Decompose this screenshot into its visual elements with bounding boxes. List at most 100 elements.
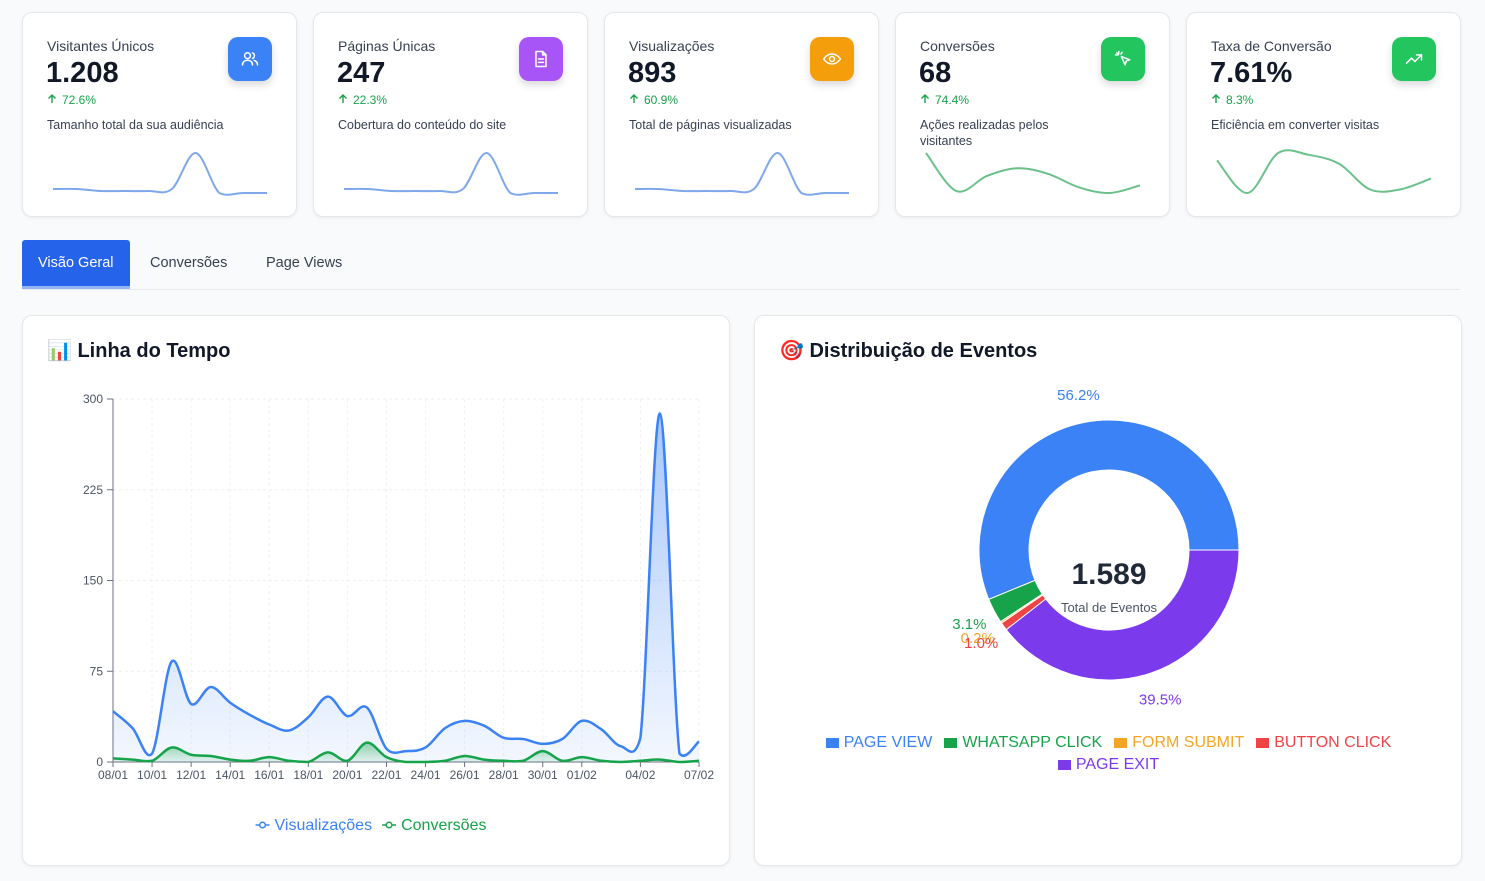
x-tick-label: 16/01: [254, 768, 284, 782]
timeline-card: 📊 Linha do Tempo 0 75 150 225 300 08/01 10/01 1…: [22, 315, 730, 866]
center-value: 1.589: [1071, 558, 1146, 591]
line: [112, 741, 700, 764]
x-tick-label: 01/02: [567, 768, 597, 782]
arrow-icon: [48, 94, 56, 103]
distribution-card: 🎯 Distribuição de Eventos 56.2% 3.1% 0.2% 1…: [754, 315, 1462, 866]
sparkline: [925, 152, 1141, 195]
kpi-change-value: 72.6%: [62, 93, 97, 107]
kpi-value: 893: [628, 57, 677, 89]
area: [113, 413, 699, 762]
icon: [535, 50, 547, 68]
x-tick-label: 24/01: [411, 768, 441, 782]
x-tick-label: 08/01: [98, 768, 128, 782]
kpi-change: 22.3%: [338, 93, 387, 107]
donut-chart: 56.2% 3.1%0.2%1.0% 39.5% 1.589 Total de Even…: [952, 387, 1240, 708]
x-tick-label: 12/01: [176, 768, 206, 782]
kpi-description: Tamanho total da sua audiência: [47, 118, 224, 132]
slice-label: 3.1%: [952, 616, 986, 633]
icon: [822, 53, 842, 65]
sparkline-line: [634, 152, 849, 196]
center-label: Total de Eventos: [1061, 600, 1158, 615]
kpi-change-value: 8.3%: [1226, 93, 1254, 107]
legend-swatch: [825, 738, 839, 748]
area: [113, 742, 699, 762]
x-tick-label: 18/01: [293, 768, 323, 782]
kpi-description: Cobertura do conteúdo do site: [338, 118, 507, 132]
tab-divider: [22, 289, 1460, 290]
x-tick-label: 30/01: [528, 768, 558, 782]
icon: [1114, 50, 1131, 66]
kpi-description: Ações realizadas pelos visitantes: [920, 118, 1049, 148]
legend-marker: [385, 821, 393, 829]
kpi-change: 72.6%: [47, 93, 96, 107]
x-tick-label: 14/01: [215, 768, 245, 782]
donut-slice: [978, 419, 1240, 601]
arrow-icon: [339, 94, 347, 103]
legend-swatch: [1057, 760, 1071, 770]
legend-label: Conversões: [401, 817, 486, 834]
tab[interactable]: Visão Geral: [22, 240, 130, 286]
kpi-description: Eficiência em converter visitas: [1211, 118, 1380, 132]
sparkline-line: [1216, 149, 1432, 194]
x-tick-label: 22/01: [371, 768, 401, 782]
kpi-title: Visitantes Únicos: [47, 38, 155, 54]
slice-label: 1.0%: [964, 635, 998, 652]
icon: [1405, 54, 1423, 64]
x-tick-label: 28/01: [489, 768, 519, 782]
kpi-icon: [228, 37, 272, 81]
kpi-card: Conversões 68 74.4% Ações realizadas pelos …: [895, 12, 1170, 217]
x-tick-label: 20/01: [332, 768, 362, 782]
kpi-value: 1.208: [46, 57, 119, 89]
kpi-icon: [810, 37, 854, 81]
legend-label: WHATSAPP CLICK: [962, 734, 1103, 751]
legend-item: FORM SUBMIT: [1114, 734, 1244, 752]
sparkline: [343, 152, 558, 196]
legend-label: FORM SUBMIT: [1132, 734, 1245, 751]
legend: PAGE VIEW WHATSAPP CLICK FORM SUBMIT BUTTON…: [805, 734, 1412, 774]
legend-item: PAGE EXIT: [1057, 756, 1160, 774]
legend: Visualizações Conversões: [255, 817, 486, 834]
x-tick-label: 04/02: [625, 768, 655, 782]
slice-label: 39.5%: [1139, 691, 1182, 708]
legend-item: WHATSAPP CLICK: [944, 734, 1102, 752]
icon: [241, 52, 259, 66]
kpi-value: 68: [919, 57, 952, 89]
sparkline: [52, 152, 267, 196]
kpi-icon: [1101, 37, 1145, 81]
x-tick-label: 07/02: [684, 768, 714, 782]
x-tick-label: 10/01: [137, 768, 167, 782]
kpi-icon: [1392, 37, 1436, 81]
kpi-change-value: 60.9%: [644, 93, 679, 107]
legend-label: BUTTON CLICK: [1274, 734, 1392, 751]
kpi-card: Visualizações 893 60.9% Total de páginas vi…: [604, 12, 879, 217]
kpi-title: Visualizações: [629, 38, 715, 54]
sparkline: [634, 152, 849, 196]
kpi-title: Páginas Únicas: [338, 38, 436, 54]
tab[interactable]: Page Views: [266, 255, 343, 271]
y-tick-label: 225: [83, 483, 103, 497]
arrow-icon: [1212, 94, 1220, 103]
slice-label: 56.2%: [1057, 387, 1100, 404]
y-tick-label: 150: [83, 574, 103, 588]
kpi-description: Total de páginas visualizadas: [629, 118, 792, 132]
slice-label: 0.2%: [961, 630, 995, 647]
legend-swatch: [944, 738, 958, 748]
kpi-change: 74.4%: [920, 93, 969, 107]
y-tick-label: 75: [90, 664, 104, 678]
kpi-card: Visitantes Únicos 1.208 72.6% Tamanho total…: [22, 12, 297, 217]
kpi-value: 7.61%: [1210, 57, 1293, 89]
kpi-change: 8.3%: [1211, 93, 1253, 107]
legend-label: PAGE EXIT: [1075, 756, 1160, 773]
sparkline-line: [925, 152, 1141, 195]
sparkline-line: [52, 152, 267, 196]
legend-item: BUTTON CLICK: [1256, 734, 1391, 752]
arrow-icon: [630, 94, 638, 103]
tab[interactable]: Conversões: [150, 255, 228, 271]
card-title: 🎯 Distribuição de Eventos: [779, 340, 1038, 362]
legend-item: PAGE VIEW: [825, 734, 932, 752]
kpi-change: 60.9%: [629, 93, 678, 107]
sparkline-line: [343, 152, 558, 196]
kpi-title: Conversões: [920, 38, 995, 54]
kpi-card: Taxa de Conversão 7.61% 8.3% Eficiência em …: [1186, 12, 1461, 217]
